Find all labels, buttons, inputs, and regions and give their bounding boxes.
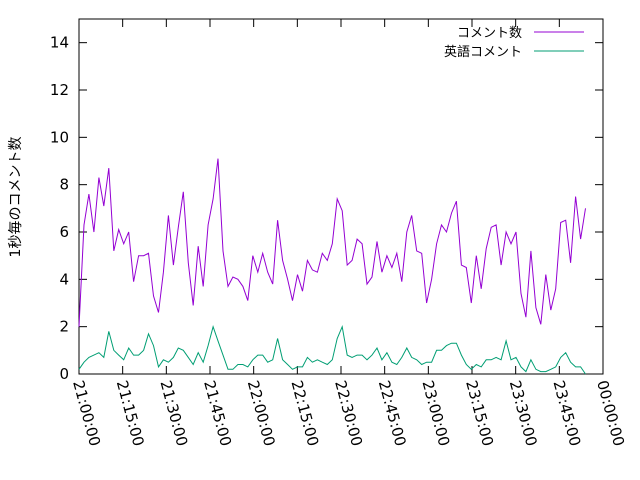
y-tick-label: 12 bbox=[50, 81, 69, 99]
legend-label: コメント数 bbox=[457, 26, 522, 41]
y-tick-label: 4 bbox=[59, 270, 69, 288]
series-line-2 bbox=[78, 324, 586, 375]
x-tick-label: 21:15:00 bbox=[113, 378, 148, 448]
x-axis: 21:00:00 21:15:00 21:30:00 21:45:00 22:00:00… bbox=[69, 19, 628, 448]
x-tick-label: 21:30:00 bbox=[156, 378, 191, 448]
y-tick-label: 10 bbox=[50, 128, 69, 146]
x-tick-label: 22:00:00 bbox=[244, 378, 279, 448]
y-tick-label: 8 bbox=[59, 176, 69, 194]
x-tick-label: 22:45:00 bbox=[375, 378, 410, 448]
y-tick-label: 0 bbox=[59, 365, 69, 383]
x-tick-label: 23:00:00 bbox=[418, 378, 453, 448]
legend-label: 英語コメント bbox=[444, 44, 522, 60]
series-line-1 bbox=[78, 158, 586, 327]
y-tick-label: 6 bbox=[59, 223, 69, 241]
y-tick-label: 2 bbox=[59, 318, 69, 336]
x-tick-label: 00:00:00 bbox=[593, 378, 628, 448]
y-axis-label: 1秒毎のコメント数 bbox=[8, 137, 24, 258]
plot-frame bbox=[78, 18, 604, 375]
x-tick-label: 22:15:00 bbox=[287, 378, 322, 448]
x-tick-label: 23:30:00 bbox=[506, 378, 541, 448]
series-group bbox=[78, 158, 586, 375]
x-tick-label: 22:30:00 bbox=[331, 378, 366, 448]
x-tick-label: 23:45:00 bbox=[549, 378, 584, 448]
x-tick-label: 23:15:00 bbox=[462, 378, 497, 448]
x-tick-label: 21:45:00 bbox=[200, 378, 235, 448]
y-axis: 0 2 4 6 8 10 12 14 bbox=[50, 34, 603, 383]
x-tick-label: 21:00:00 bbox=[69, 378, 104, 448]
y-tick-label: 14 bbox=[50, 34, 69, 52]
